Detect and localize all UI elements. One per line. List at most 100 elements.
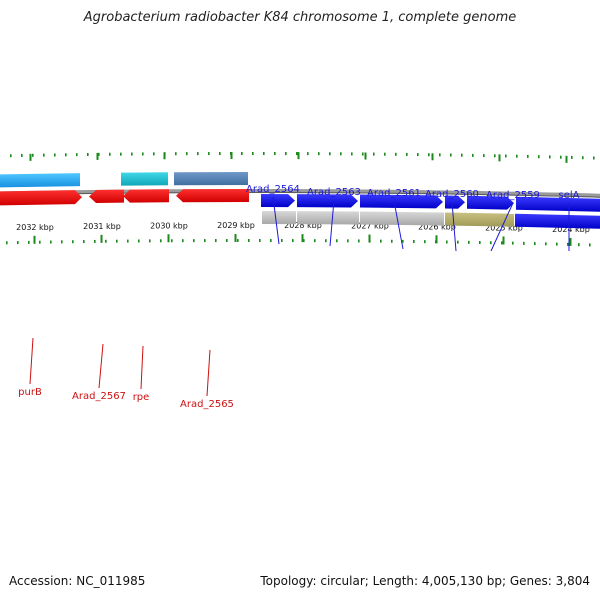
outer-major-tick	[234, 234, 237, 243]
outer-minor-tick	[325, 239, 327, 243]
inner-minor-tick	[351, 152, 353, 156]
accession-text: Accession: NC_011985	[9, 574, 146, 588]
cog-band-feature	[121, 172, 168, 186]
outer-minor-tick	[127, 239, 129, 243]
outer-minor-tick	[358, 239, 360, 243]
forward-gene-arrow	[297, 194, 358, 208]
outer-minor-tick	[292, 239, 294, 243]
forward-gene-arrow	[261, 194, 295, 208]
outer-minor-tick	[171, 239, 173, 243]
inner-minor-tick	[10, 154, 12, 158]
reverse-gene-arrow	[89, 189, 124, 203]
inner-minor-tick	[197, 152, 199, 156]
outer-minor-tick	[347, 239, 349, 243]
outer-minor-tick	[149, 239, 151, 243]
cog-band-feature	[174, 172, 248, 186]
outer-minor-tick	[479, 241, 481, 245]
cog-band-feature	[0, 173, 80, 188]
inner-minor-tick	[208, 152, 210, 156]
outer-minor-tick	[413, 240, 415, 244]
outer-major-tick	[368, 234, 371, 243]
inner-major-tick	[498, 154, 501, 162]
outer-minor-tick	[512, 241, 514, 245]
outer-major-tick	[301, 234, 304, 243]
gene-leader-line	[272, 196, 280, 245]
inner-minor-tick	[516, 154, 518, 158]
outer-minor-tick	[556, 242, 558, 246]
inner-minor-tick	[538, 155, 540, 159]
outer-minor-tick	[490, 241, 492, 245]
forward-gene-label: Arad_2563	[307, 187, 361, 198]
outer-minor-tick	[402, 239, 404, 243]
cog-band-feature	[515, 213, 600, 229]
scale-label: 2026 kbp	[418, 222, 456, 231]
scale-label: 2030 kbp	[150, 221, 188, 230]
inner-minor-tick	[131, 152, 133, 156]
gene-leader-line	[29, 337, 34, 385]
reverse-gene-arrow	[176, 189, 249, 203]
outer-minor-tick	[39, 240, 41, 244]
inner-minor-tick	[263, 152, 265, 156]
inner-minor-tick	[76, 153, 78, 157]
outer-minor-tick	[501, 241, 503, 245]
outer-minor-tick	[314, 239, 316, 243]
inner-minor-tick	[98, 152, 100, 156]
outer-minor-tick	[545, 242, 547, 246]
inner-minor-tick	[417, 153, 419, 157]
outer-minor-tick	[446, 240, 448, 244]
inner-minor-tick	[483, 154, 485, 158]
inner-minor-tick	[175, 152, 177, 156]
inner-minor-tick	[472, 153, 474, 157]
inner-minor-tick	[329, 152, 331, 156]
scale-label: 2028 kbp	[284, 221, 322, 230]
forward-gene-label: Arad_2560	[425, 189, 479, 200]
inner-minor-tick	[142, 152, 144, 156]
inner-major-tick	[565, 155, 568, 163]
inner-minor-tick	[450, 153, 452, 157]
inner-major-tick	[163, 152, 166, 160]
outer-minor-tick	[589, 243, 591, 247]
outer-major-tick	[167, 234, 170, 243]
cog-band-feature	[445, 212, 514, 227]
reverse-gene-arrow	[123, 189, 169, 203]
inner-major-tick	[230, 152, 233, 160]
inner-minor-tick	[549, 155, 551, 159]
outer-major-tick	[435, 235, 438, 244]
gene-leader-line	[393, 200, 404, 250]
forward-gene-arrow	[445, 195, 465, 209]
inner-minor-tick	[32, 153, 34, 157]
scale-label: 2031 kbp	[83, 222, 121, 231]
outer-major-tick	[33, 235, 36, 244]
outer-minor-tick	[457, 240, 459, 244]
forward-gene-arrow	[360, 194, 443, 209]
outer-minor-tick	[50, 240, 52, 244]
inner-major-tick	[364, 152, 367, 160]
inner-minor-tick	[318, 152, 320, 156]
outer-minor-tick	[61, 240, 63, 244]
outer-minor-tick	[534, 242, 536, 246]
gene-leader-line	[140, 345, 144, 390]
inner-minor-tick	[65, 153, 67, 157]
outer-minor-tick	[72, 240, 74, 244]
inner-minor-tick	[43, 153, 45, 157]
inner-minor-tick	[406, 152, 408, 156]
forward-gene-label: Arad_2561	[367, 188, 421, 199]
inner-minor-tick	[582, 156, 584, 160]
inner-minor-tick	[428, 153, 430, 157]
reverse-gene-label: rpe	[133, 392, 150, 403]
genome-title: Agrobacterium radiobacter K84 chromosome…	[83, 10, 517, 25]
inner-minor-tick	[527, 154, 529, 158]
inner-minor-tick	[560, 155, 562, 159]
outer-minor-tick	[83, 240, 85, 244]
outer-minor-tick	[259, 239, 261, 243]
gene-leader-line	[329, 199, 335, 247]
inner-minor-tick	[505, 154, 507, 158]
scale-label: 2029 kbp	[217, 221, 255, 230]
outer-minor-tick	[116, 239, 118, 243]
inner-minor-tick	[395, 152, 397, 156]
inner-minor-tick	[373, 152, 375, 156]
outer-minor-tick	[336, 239, 338, 243]
inner-major-tick	[297, 152, 300, 160]
outer-minor-tick	[237, 239, 239, 243]
